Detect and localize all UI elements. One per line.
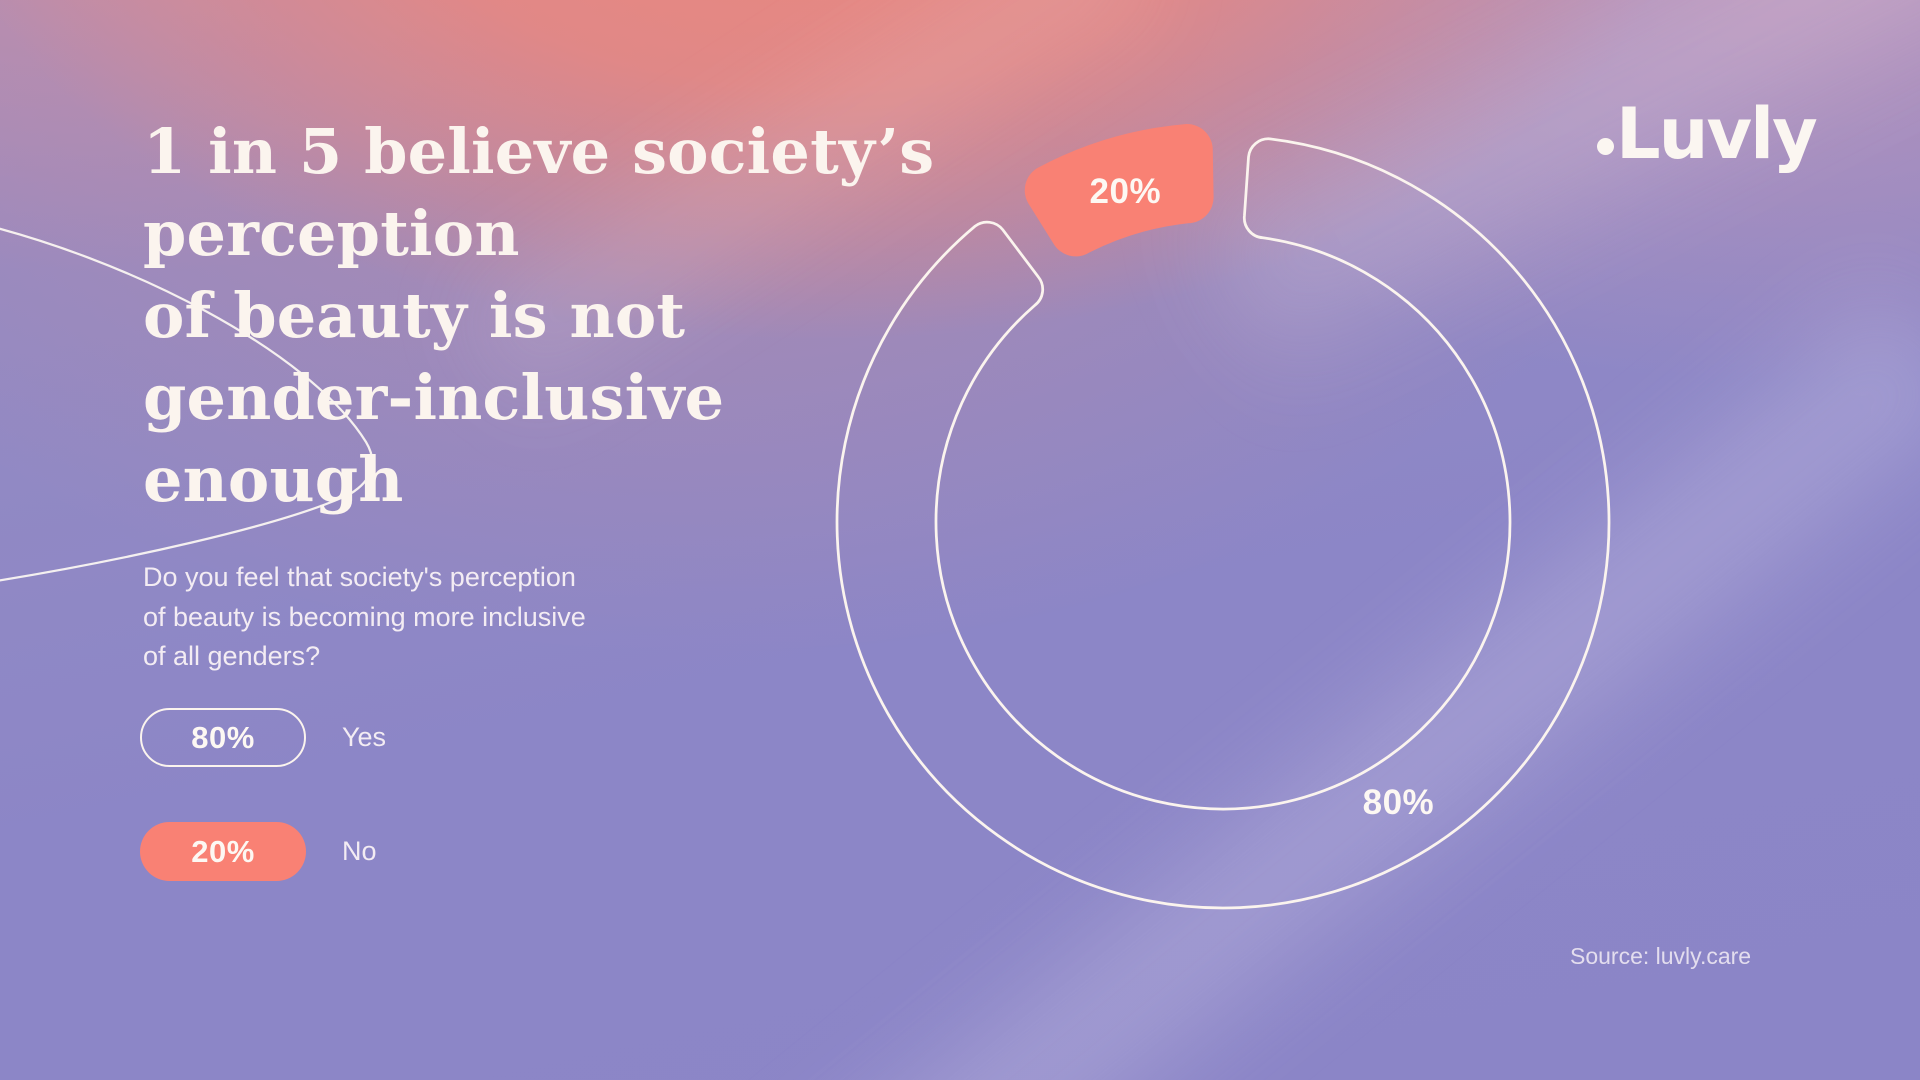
question-line: of all genders? bbox=[143, 641, 321, 671]
page-title: 1 in 5 believe society’s perception of b… bbox=[143, 111, 963, 521]
logo-dot-icon bbox=[1597, 138, 1614, 155]
decorative-petal-curve bbox=[0, 227, 374, 582]
legend-label-yes: Yes bbox=[342, 722, 387, 752]
title-line: gender-inclusive enough bbox=[143, 361, 725, 516]
legend-row-no: 20% No bbox=[140, 822, 377, 881]
legend-pill-no: 20% bbox=[140, 822, 306, 881]
question-line: Do you feel that society's perception bbox=[143, 562, 576, 592]
segment-value-label-no: 20% bbox=[1089, 172, 1162, 212]
donut-segment-no bbox=[1024, 123, 1214, 257]
legend-row-yes: 80% Yes bbox=[140, 708, 386, 767]
legend-label-no: No bbox=[342, 836, 377, 866]
segment-value-label-yes: 80% bbox=[1362, 782, 1435, 822]
question-line: of beauty is becoming more inclusive bbox=[143, 601, 586, 632]
title-line: of beauty is not bbox=[143, 279, 686, 352]
survey-question: Do you feel that society's perception of… bbox=[143, 558, 586, 677]
logo-wordmark: Luvly bbox=[1616, 93, 1818, 175]
legend-pill-yes: 80% bbox=[140, 708, 306, 767]
title-line: 1 in 5 believe society’s perception bbox=[143, 115, 935, 270]
donut-segment-yes bbox=[835, 137, 1611, 910]
source-credit: Source: luvly.care bbox=[1570, 943, 1752, 969]
